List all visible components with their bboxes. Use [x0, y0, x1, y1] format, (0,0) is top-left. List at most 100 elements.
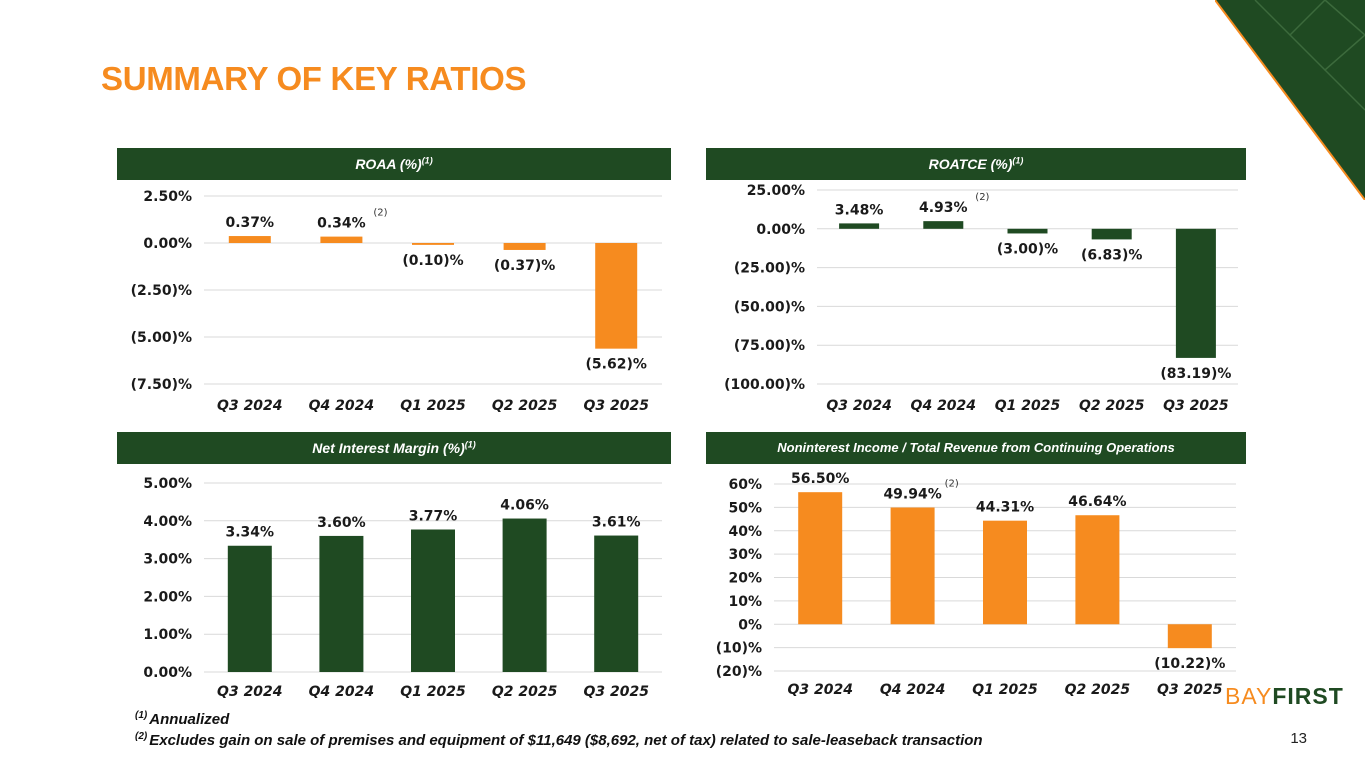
nim-tick-label: 0.00%: [143, 665, 192, 681]
nonint-category-label: Q2 2025: [1065, 682, 1131, 698]
nonint-tick-label: (20)%: [716, 664, 762, 680]
nonint-note-label: (2): [945, 479, 959, 490]
roatce-tick-label: (100.00)%: [724, 377, 805, 393]
footnote-2-mark: (2): [135, 731, 148, 742]
roatce-note-label: (2): [975, 192, 989, 203]
footnote-2: (2) Excludes gain on sale of premises and…: [135, 730, 983, 751]
roatce-chart: 25.00% 0.00% (25.00)% (50.00)% (75.00)% (100.…: [724, 183, 1238, 414]
nim-bar: [502, 518, 547, 672]
roatce-bar: [923, 221, 964, 229]
nonint-tick-label: 50%: [728, 500, 762, 516]
nonint-tick-label: 20%: [728, 571, 762, 587]
roatce-data-label: 3.48%: [835, 202, 884, 218]
corner-decoration: [1215, 0, 1365, 200]
nim-header: Net Interest Margin (%)(1): [117, 432, 671, 464]
roatce-bar: [1175, 228, 1216, 358]
roatce-data-label: 4.93%: [919, 200, 968, 216]
roatce-header: ROATCE (%)(1): [706, 148, 1246, 180]
nim-panel: Net Interest Margin (%)(1) 5.00% 4.00% 3.0…: [117, 432, 671, 704]
roaa-category-label: Q4 2024: [309, 398, 374, 414]
nonint-tick-label: 60%: [728, 477, 762, 493]
nim-data-label: 4.06%: [500, 498, 549, 514]
roaa-category-label: Q1 2025: [400, 398, 466, 414]
nim-title: Net Interest Margin (%): [312, 440, 465, 456]
roatce-data-label: (6.83)%: [1081, 247, 1142, 263]
nonint-tick-label: 40%: [728, 524, 762, 540]
nonint-panel: Noninterest Income / Total Revenue from …: [706, 432, 1246, 704]
roatce-footnote-mark: (1): [1012, 155, 1024, 166]
nonint-bar: [1075, 515, 1120, 625]
roatce-tick-label: (75.00)%: [734, 338, 805, 354]
nim-bar: [227, 545, 272, 672]
roatce-tick-label: 0.00%: [756, 222, 805, 238]
roaa-header: ROAA (%)(1): [117, 148, 671, 180]
nonint-data-label: 46.64%: [1068, 494, 1126, 510]
roatce-category-label: Q4 2024: [911, 398, 976, 414]
nonint-title: Noninterest Income / Total Revenue from …: [777, 440, 1175, 455]
nim-category-label: Q3 2024: [217, 684, 282, 700]
roatce-category-label: Q2 2025: [1079, 398, 1145, 414]
nonint-bar: [1167, 624, 1212, 649]
roatce-tick-label: 25.00%: [747, 183, 805, 199]
footnote-1-mark: (1): [135, 710, 148, 721]
roaa-panel: ROAA (%)(1) 2.50% 0.00% (2.50)% (5.00)% (7.5…: [117, 148, 671, 418]
nonint-chart: 60% 50% 40% 30% 20% 10% 0% (10)% (20)% 56.50% Q3 2…: [716, 471, 1236, 698]
nonint-bar: [798, 492, 843, 625]
logo-bay: BAY: [1225, 683, 1273, 709]
nonint-category-label: Q3 2024: [787, 682, 852, 698]
page-title: SUMMARY OF KEY RATIOS: [101, 60, 527, 97]
roaa-bar: [595, 243, 638, 349]
roaa-data-label: (0.37)%: [494, 258, 555, 274]
nim-bar: [594, 535, 639, 672]
nonint-data-label: 44.31%: [976, 500, 1034, 516]
roatce-category-label: Q1 2025: [995, 398, 1061, 414]
roatce-panel: ROATCE (%)(1) 25.00% 0.00% (25.00)% (50.00)…: [706, 148, 1246, 418]
nim-category-label: Q1 2025: [400, 684, 466, 700]
roatce-tick-label: (50.00)%: [734, 299, 805, 315]
roatce-category-label: Q3 2024: [826, 398, 891, 414]
nim-tick-label: 2.00%: [143, 589, 192, 605]
nonint-tick-label: 0%: [738, 617, 762, 633]
roaa-tick-label: 0.00%: [143, 236, 192, 252]
roaa-tick-label: (2.50)%: [131, 283, 192, 299]
logo-first: FIRST: [1272, 683, 1344, 709]
roatce-data-label: (3.00)%: [997, 241, 1058, 257]
nim-category-label: Q2 2025: [492, 684, 558, 700]
roaa-bar: [320, 236, 363, 243]
nim-tick-label: 3.00%: [143, 552, 192, 568]
roatce-bar: [839, 223, 880, 229]
roatce-bar: [1007, 228, 1048, 234]
roatce-category-label: Q3 2025: [1163, 398, 1229, 414]
nim-data-label: 3.77%: [409, 508, 458, 524]
roaa-tick-label: (5.00)%: [131, 330, 192, 346]
roatce-title: ROATCE (%): [928, 156, 1013, 172]
roaa-category-label: Q3 2024: [217, 398, 282, 414]
roaa-category-label: Q3 2025: [583, 398, 649, 414]
roaa-data-label: (5.62)%: [586, 357, 647, 373]
bayfirst-logo: BAYFIRST: [1225, 683, 1344, 710]
nim-data-label: 3.34%: [226, 525, 275, 541]
nim-bar: [319, 535, 364, 672]
footnote-1-text: Annualized: [149, 711, 230, 728]
roaa-chart: 2.50% 0.00% (2.50)% (5.00)% (7.50)% 0.37% Q3 2…: [131, 189, 662, 414]
nim-data-label: 3.60%: [317, 515, 366, 531]
roaa-bar: [412, 243, 454, 245]
nonint-data-label: (10.22)%: [1154, 656, 1225, 672]
roatce-bar: [1091, 228, 1132, 240]
nim-category-label: Q3 2025: [583, 684, 649, 700]
roaa-note-label: (2): [373, 208, 387, 219]
nonint-tick-label: 10%: [728, 594, 762, 610]
nim-tick-label: 1.00%: [143, 627, 192, 643]
nonint-category-label: Q1 2025: [972, 682, 1038, 698]
nonint-tick-label: 30%: [728, 547, 762, 563]
nonint-bar: [983, 520, 1027, 625]
roatce-data-label: (83.19)%: [1160, 366, 1231, 382]
nim-bar: [411, 529, 455, 672]
nonint-data-label: 56.50%: [791, 471, 849, 487]
roaa-title: ROAA (%): [355, 156, 422, 172]
nonint-bar: [890, 507, 935, 625]
nim-data-label: 3.61%: [592, 515, 641, 531]
footnote-1: (1) Annualized: [135, 709, 983, 730]
footnotes: (1) Annualized (2) Excludes gain on sale o…: [135, 709, 983, 751]
roatce-tick-label: (25.00)%: [734, 261, 805, 277]
